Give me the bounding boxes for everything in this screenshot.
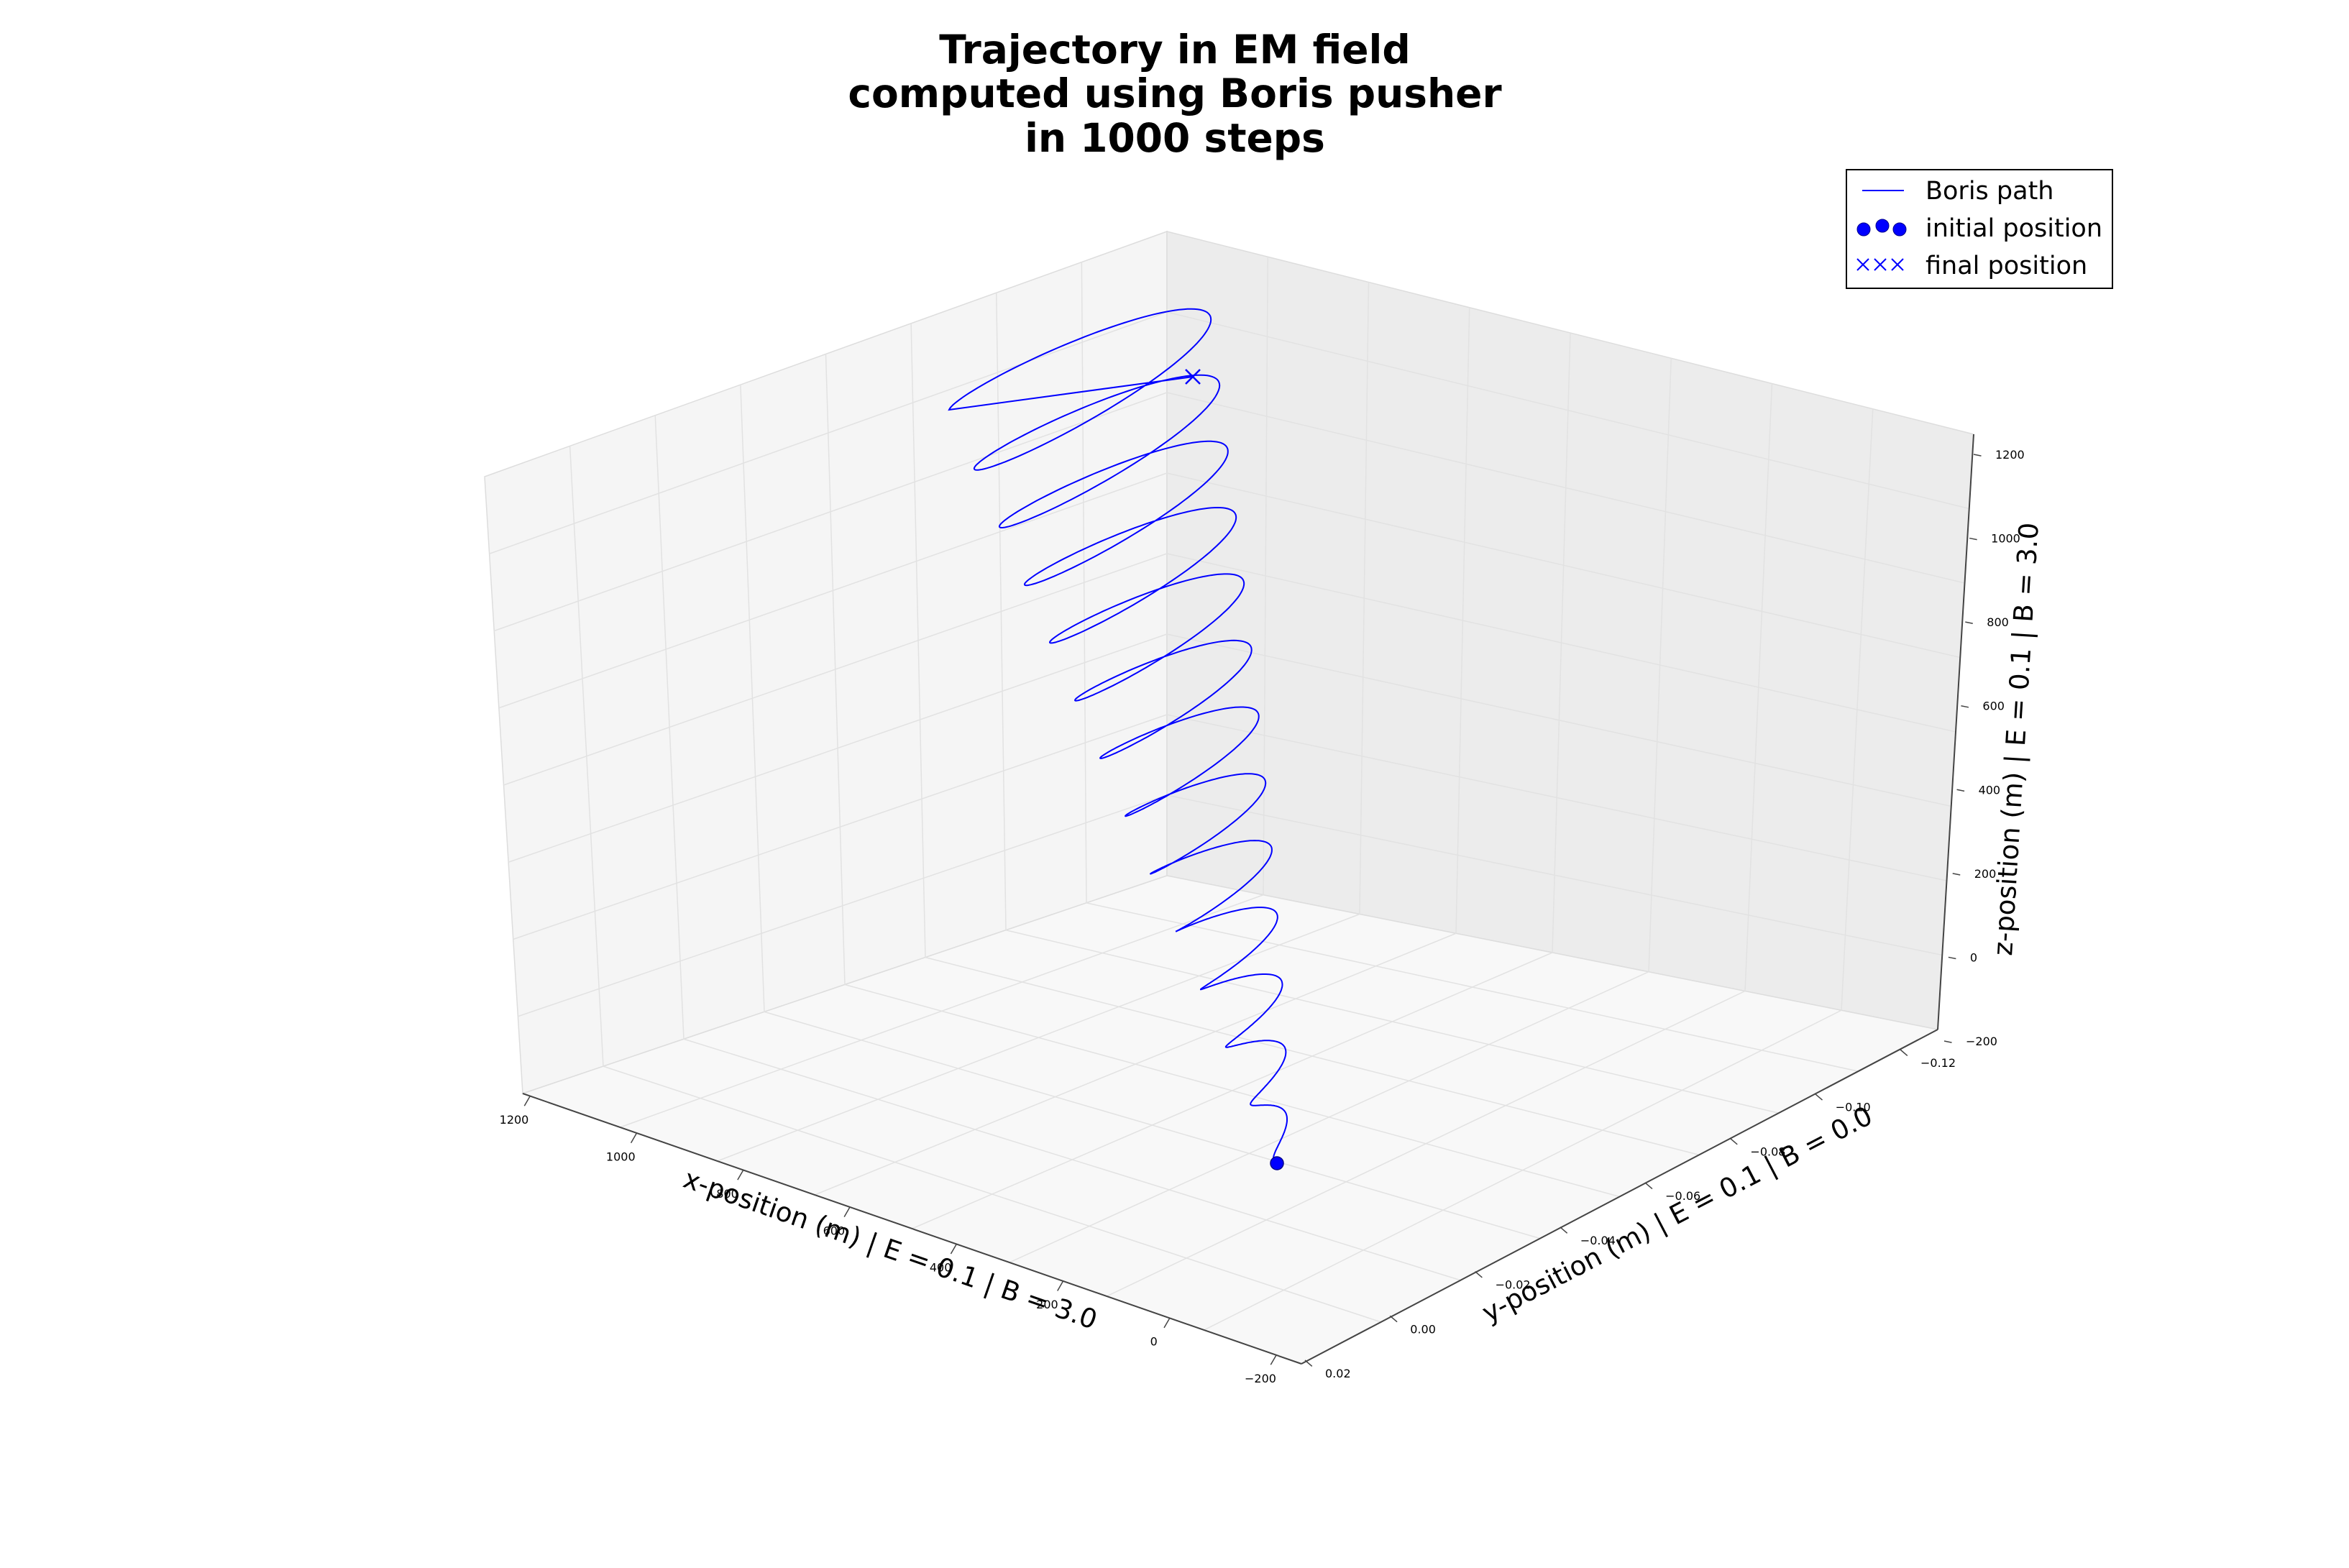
y-tick-label: −0.08 — [1750, 1145, 1785, 1158]
z-tick-label: 600 — [1982, 700, 2005, 713]
y-tick-label-mark — [1560, 1227, 1568, 1234]
z-axis-label: z-position (m) | E = 0.1 | B = 3.0 — [1987, 522, 2045, 957]
legend-label-boris-path: Boris path — [1926, 177, 2053, 206]
z-tick-label-mark — [1943, 1040, 1952, 1043]
tick-labels: 1200 1000 800 600 400 200 0 −200 0.02 0.00 −0.02 −0… — [500, 448, 2025, 1385]
x-tick-label-mark — [630, 1133, 637, 1144]
y-tick-label-mark — [1475, 1271, 1483, 1278]
legend: Boris path initial position final positi… — [1846, 169, 2113, 289]
z-tick-label: 200 — [1974, 867, 1997, 881]
x-tick-label: 1200 — [500, 1113, 529, 1127]
legend-box — [1846, 169, 2113, 289]
y-axis-line — [1301, 1029, 1938, 1365]
x-tick-label-mark — [843, 1206, 851, 1217]
x-tick-label-mark — [737, 1170, 744, 1180]
grid-line-right-y — [1552, 332, 1571, 953]
boris-path-line — [948, 308, 1288, 1164]
z-tick-label-mark — [1961, 705, 1969, 708]
grid-line-right-y — [1841, 408, 1874, 1011]
x-tick-label: 400 — [930, 1261, 952, 1275]
x-tick-label-mark — [950, 1244, 957, 1255]
y-tick-label: 0.00 — [1410, 1322, 1436, 1336]
grid-line-left-x — [825, 354, 846, 985]
final-position-marker — [1185, 369, 1201, 385]
y-tick-label: −0.10 — [1836, 1101, 1871, 1114]
x-tick-label-mark — [1163, 1318, 1171, 1329]
z-tick-label-mark — [1956, 789, 1965, 792]
grid-line-left-x — [1081, 262, 1087, 903]
grid-line-floor-x — [1204, 1009, 1842, 1331]
z-tick-label-mark — [1973, 454, 1982, 457]
grid-line-floor-y — [1086, 902, 1859, 1072]
y-tick-label: −0.02 — [1496, 1278, 1531, 1292]
grid-line-floor-x — [1106, 990, 1746, 1297]
axes-3d — [484, 230, 1974, 1365]
x-tick-label: 600 — [823, 1224, 846, 1237]
x-tick-label: 800 — [716, 1187, 738, 1201]
x-tick-label: 200 — [1036, 1298, 1058, 1311]
grid-line-floor-y — [1005, 930, 1779, 1114]
y-tick-label: 0.02 — [1325, 1367, 1351, 1380]
grid-line-floor-y — [925, 956, 1700, 1156]
x-tick-label-mark — [1057, 1280, 1064, 1291]
grid-line-left-z — [498, 472, 1168, 709]
initial-position-marker — [1270, 1156, 1284, 1170]
z-tick-label-mark — [1948, 956, 1956, 960]
grid-line-floor-y — [844, 984, 1620, 1198]
y-tick-label: −0.06 — [1665, 1189, 1700, 1203]
x-tick-label: −200 — [1245, 1372, 1276, 1385]
grid-line-right-z — [1166, 311, 1969, 510]
y-tick-label-mark — [1389, 1315, 1398, 1323]
grid-line-floor-x — [1009, 971, 1649, 1263]
y-tick-label: −0.04 — [1580, 1234, 1616, 1247]
grid-line-right-y — [1648, 358, 1672, 972]
legend-label-final-position: final position — [1926, 252, 2087, 280]
grid-line-right-z — [1166, 392, 1965, 584]
legend-circle-icon — [1856, 219, 1907, 237]
z-tick-label: 0 — [1970, 950, 1977, 964]
x-tick-label-mark — [1270, 1354, 1277, 1365]
y-tick-label: −0.12 — [1920, 1056, 1956, 1070]
chart-title: Trajectory in EM field computed using Bo… — [848, 27, 1501, 161]
z-tick-label-mark — [1952, 873, 1961, 876]
z-tick-label: −200 — [1966, 1035, 1997, 1048]
y-tick-label-mark — [1815, 1094, 1823, 1101]
x-axis-line — [522, 1093, 1302, 1365]
grid-line-right-y — [1744, 383, 1773, 991]
title-line-3: in 1000 steps — [1025, 115, 1325, 161]
z-tick-label-mark — [1969, 537, 1977, 541]
y-tick-label-mark — [1644, 1182, 1653, 1190]
y-tick-label-mark — [1729, 1137, 1738, 1145]
title-line-1: Trajectory in EM field — [939, 27, 1411, 73]
z-axis-line — [1937, 434, 1974, 1030]
y-tick-label-mark — [1304, 1360, 1313, 1367]
z-tick-label: 400 — [1979, 783, 2001, 797]
grid-line-right-z — [1166, 472, 1961, 659]
x-tick-label: 0 — [1150, 1335, 1158, 1349]
legend-label-initial-position: initial position — [1926, 214, 2102, 243]
grid-line-left-x — [996, 293, 1007, 930]
y-tick-label-mark — [1900, 1049, 1908, 1056]
title-line-2: computed using Boris pusher — [848, 70, 1501, 116]
z-tick-label-mark — [1965, 621, 1973, 624]
z-tick-label: 1200 — [1995, 448, 2025, 462]
x-tick-label: 1000 — [606, 1150, 636, 1163]
x-tick-label-mark — [523, 1096, 531, 1106]
legend-x-icon — [1856, 258, 1904, 271]
z-tick-label: 800 — [1987, 615, 2009, 629]
grid-line-left-z — [493, 392, 1168, 632]
grid-line-left-z — [489, 311, 1168, 554]
z-tick-label: 1000 — [1991, 532, 2020, 546]
grid-line-left-x — [910, 323, 926, 958]
